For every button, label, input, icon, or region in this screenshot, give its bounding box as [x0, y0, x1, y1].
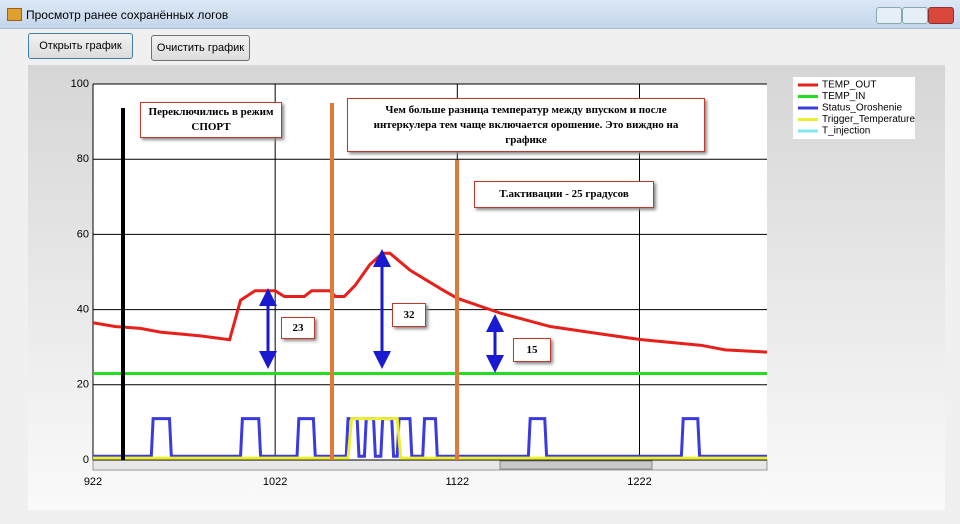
y-tick-label: 20: [77, 379, 89, 391]
annotation: Чем больше разница температур между впус…: [347, 98, 705, 152]
annotation: Переключились в режим СПОРТ: [140, 102, 282, 138]
annotation: 15: [513, 338, 551, 362]
legend-label: T_injection: [822, 126, 870, 137]
x-tick-label: 1022: [263, 476, 287, 488]
title-bar: Просмотр ранее сохранённых логов: [0, 0, 960, 29]
annotation-shapes: [121, 103, 504, 460]
annotation: 23: [281, 317, 315, 339]
legend-label: TEMP_OUT: [822, 80, 876, 91]
minimize-button[interactable]: [876, 7, 902, 24]
y-tick-label: 100: [71, 78, 89, 90]
series-line: [92, 251, 768, 354]
legend-label: Trigger_Temperature: [822, 114, 915, 125]
x-tick-label: 922: [84, 476, 102, 488]
close-button[interactable]: [928, 7, 954, 24]
scrollbar[interactable]: [92, 459, 768, 471]
app-icon: [7, 8, 22, 21]
y-tick-label: 80: [77, 153, 89, 165]
clear-chart-button[interactable]: Очистить график: [151, 35, 250, 61]
maximize-button[interactable]: [902, 7, 928, 24]
scrollbar-thumb[interactable]: [499, 460, 653, 470]
legend-label: Status_Oroshenie: [822, 103, 902, 114]
open-chart-button[interactable]: Открыть график: [28, 33, 133, 59]
annotation: T.активации - 25 градусов: [474, 181, 654, 208]
annotation: 32: [392, 303, 426, 327]
y-tick-label: 40: [77, 304, 89, 316]
window-title: Просмотр ранее сохранённых логов: [26, 8, 229, 22]
y-tick-label: 0: [83, 454, 89, 466]
series-line: [93, 417, 767, 460]
series-line: [93, 417, 767, 458]
x-tick-label: 1122: [445, 476, 469, 488]
y-tick-label: 60: [77, 228, 89, 240]
legend-label: TEMP_IN: [822, 91, 865, 102]
x-tick-label: 1222: [627, 476, 651, 488]
